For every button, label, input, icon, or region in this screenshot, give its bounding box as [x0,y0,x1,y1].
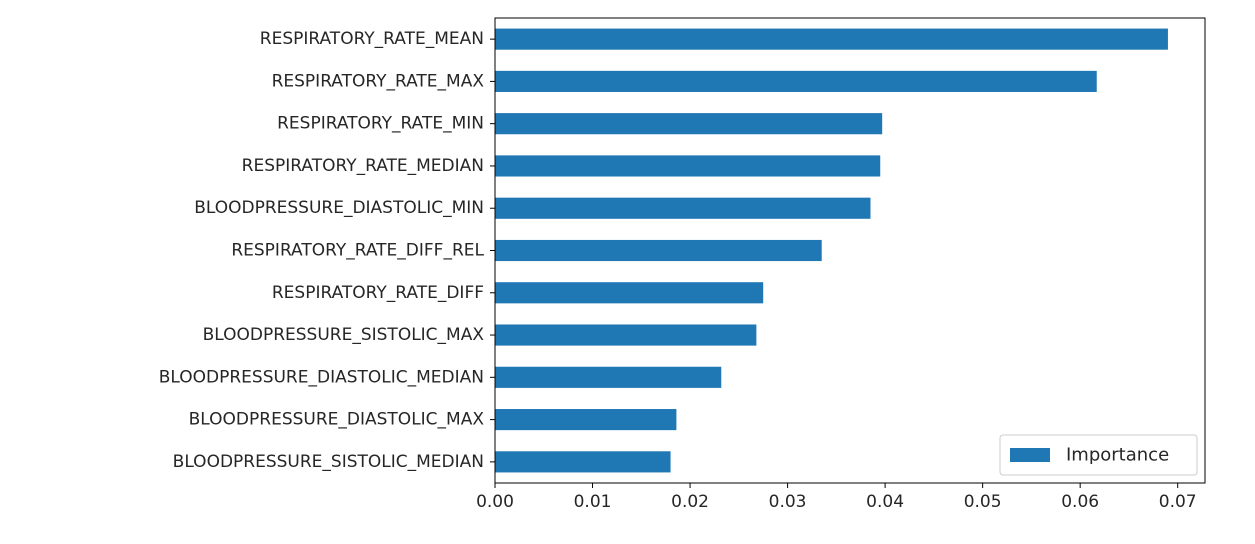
bar [495,366,722,388]
bar [495,197,871,219]
bar [495,155,881,177]
bar [495,282,764,304]
legend: Importance [999,434,1198,476]
y-tick-label: RESPIRATORY_RATE_DIFF [272,283,484,303]
y-tick-label: BLOODPRESSURE_DIASTOLIC_MEDIAN [159,367,484,387]
y-tick-label: RESPIRATORY_RATE_MAX [272,71,485,91]
y-tick-label: RESPIRATORY_RATE_MEDIAN [242,156,484,176]
y-tick-label: RESPIRATORY_RATE_DIFF_REL [231,241,484,261]
plot-frame [494,17,1206,484]
bar [495,451,671,473]
x-tick-label: 0.00 [476,492,514,512]
y-tick-label: RESPIRATORY_RATE_MIN [277,114,484,134]
bars-layer [495,28,1168,473]
legend-box [999,434,1198,476]
bar [495,70,1097,92]
bar [495,113,883,135]
x-tick-label: 0.03 [769,492,807,512]
legend-label: Importance [1066,445,1169,466]
bar [495,324,757,346]
bar [495,409,677,431]
bar [495,239,822,262]
y-axis: RESPIRATORY_RATE_MEAN RESPIRATORY_RATE_MA… [159,29,495,472]
y-tick-label: BLOODPRESSURE_SISTOLIC_MEDIAN [173,452,484,472]
y-tick-label: BLOODPRESSURE_DIASTOLIC_MAX [189,410,485,430]
x-tick-label: 0.07 [1159,492,1197,512]
y-tick-label: BLOODPRESSURE_DIASTOLIC_MIN [194,198,484,218]
x-tick-label: 0.01 [574,492,612,512]
legend-swatch [1010,448,1050,462]
y-tick-label: BLOODPRESSURE_SISTOLIC_MAX [203,325,485,345]
x-tick-label: 0.02 [671,492,709,512]
bar [495,28,1168,50]
x-tick-label: 0.06 [1061,492,1099,512]
y-tick-label: RESPIRATORY_RATE_MEAN [260,29,484,49]
x-tick-label: 0.04 [866,492,904,512]
x-tick-label: 0.05 [964,492,1002,512]
x-axis: 0.00 0.01 0.02 0.03 0.04 0.05 0.06 0.07 [476,483,1197,512]
